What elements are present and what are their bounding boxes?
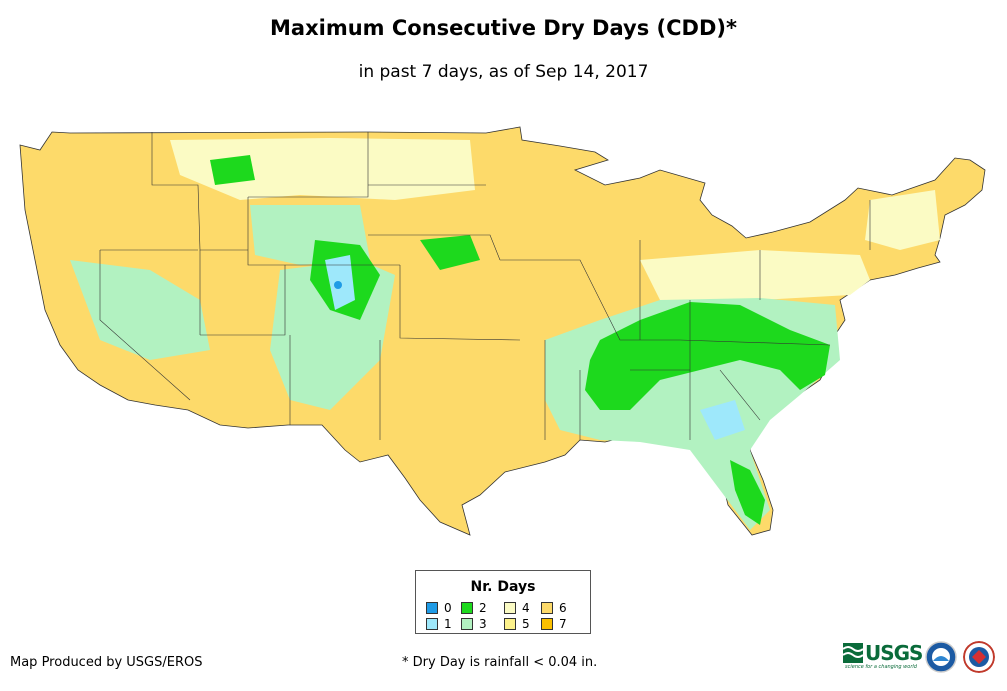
legend: Nr. Days 0 1 2 3 4 5 6 7 <box>415 570 591 634</box>
noaa-seal-icon <box>925 641 957 673</box>
legend-swatch <box>426 618 438 630</box>
dry-2-nebraska <box>420 235 480 270</box>
legend-item-5: 5 <box>504 617 530 631</box>
producer-credit: Map Produced by USGS/EROS <box>10 655 203 670</box>
legend-item-6: 6 <box>541 601 567 615</box>
legend-label: 1 <box>444 617 452 631</box>
dry-2-tennessee-valley <box>585 302 830 410</box>
legend-item-3: 3 <box>461 617 487 631</box>
legend-swatch <box>461 618 473 630</box>
dry-day-footnote: * Dry Day is rainfall < 0.04 in. <box>402 655 598 670</box>
dry-1-georgia <box>700 400 745 440</box>
dry-2-idaho <box>210 155 255 185</box>
usgs-logo: USGS science for a changing world <box>843 641 923 673</box>
map-subtitle: in past 7 days, as of Sep 14, 2017 <box>358 62 649 82</box>
usgs-tagline: science for a changing world <box>845 664 917 670</box>
usgs-wave-icon <box>843 643 864 663</box>
legend-swatch <box>541 602 553 614</box>
usgs-wordmark: USGS <box>865 641 923 665</box>
legend-label: 0 <box>444 601 452 615</box>
legend-label: 4 <box>522 601 530 615</box>
nws-seal-icon <box>963 641 995 673</box>
dry-4-northern-plains <box>170 138 475 200</box>
legend-swatch <box>426 602 438 614</box>
legend-swatch <box>541 618 553 630</box>
state-boundaries <box>99 132 871 440</box>
legend-item-4: 4 <box>504 601 530 615</box>
dry-2-florida <box>730 460 765 525</box>
legend-item-7: 7 <box>541 617 567 631</box>
legend-swatch <box>504 618 516 630</box>
dry-4-new-england <box>865 190 940 250</box>
legend-label: 5 <box>522 617 530 631</box>
legend-label: 3 <box>479 617 487 631</box>
map-title: Maximum Consecutive Dry Days (CDD)* <box>270 16 737 40</box>
dry-4-ohio-valley <box>640 250 870 300</box>
legend-label: 2 <box>479 601 487 615</box>
legend-swatch <box>504 602 516 614</box>
legend-label: 6 <box>559 601 567 615</box>
dry-0-colorado-spot <box>334 281 342 289</box>
dry-3-great-basin <box>70 260 210 360</box>
legend-item-2: 2 <box>461 601 487 615</box>
legend-swatch <box>461 602 473 614</box>
legend-item-1: 1 <box>426 617 452 631</box>
legend-title: Nr. Days <box>470 579 536 595</box>
legend-item-0: 0 <box>426 601 452 615</box>
legend-label: 7 <box>559 617 567 631</box>
